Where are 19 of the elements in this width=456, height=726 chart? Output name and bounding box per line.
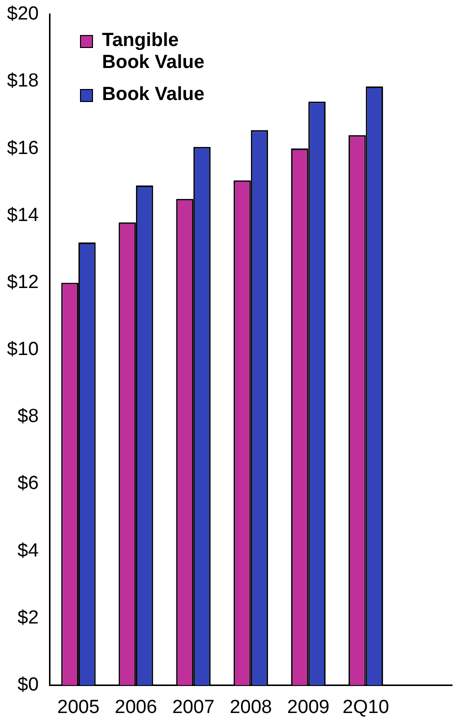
y-tick-label: $16: [7, 138, 39, 159]
y-tick-label: $14: [7, 204, 40, 226]
x-tick-label: 2005: [57, 696, 100, 718]
legend-label: Tangible Book Value: [102, 30, 206, 74]
x-tick-label: 2008: [230, 696, 272, 718]
y-tick-label: $4: [18, 540, 40, 562]
y-tick-label: $6: [18, 473, 39, 494]
y-tick-label: $12: [7, 272, 39, 293]
x-tick-label: 2Q10: [342, 696, 390, 718]
x-tick-label: 2007: [172, 696, 215, 718]
y-tick-label: $2: [18, 607, 39, 628]
y-tick-label: $10: [7, 339, 39, 360]
y-tick-label: $20: [7, 4, 39, 25]
y-tick-label: $0: [18, 674, 39, 696]
x-tick-label: 2006: [114, 696, 158, 718]
legend-label: Book Value: [102, 84, 204, 106]
y-tick-label: $18: [7, 70, 39, 92]
x-tick-label: 2009: [287, 696, 330, 718]
y-tick-label: $8: [18, 406, 39, 428]
